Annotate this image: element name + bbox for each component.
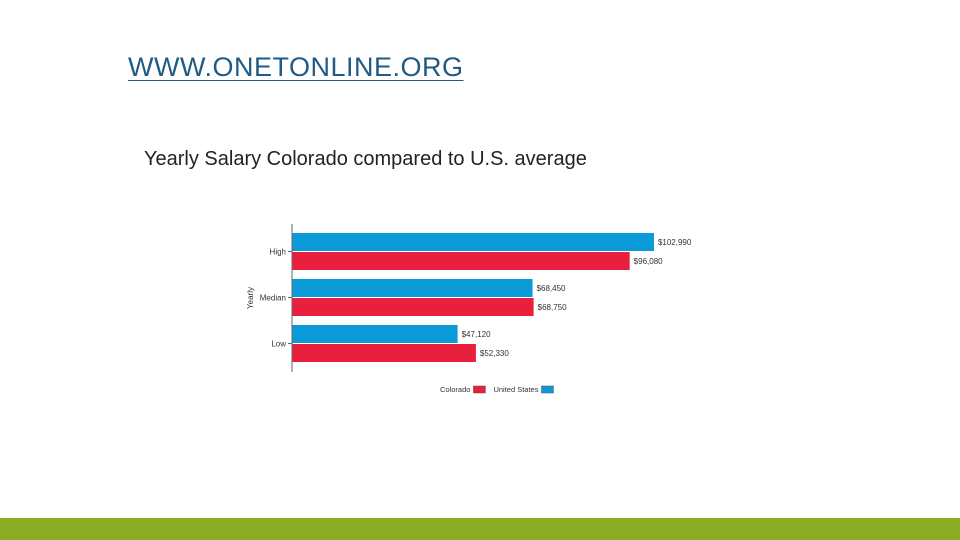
legend-label-colorado: Colorado [440, 385, 470, 394]
legend-swatch-united-states [541, 385, 554, 394]
bar-median-colorado [292, 298, 534, 316]
category-label-high: High [270, 248, 286, 257]
legend-label-united-states: United States [493, 385, 538, 394]
category-label-low: Low [271, 340, 286, 349]
data-label-low-colorado: $52,330 [480, 349, 509, 358]
data-label-high-united-states: $102,990 [658, 238, 692, 247]
legend-swatch-colorado [473, 385, 486, 394]
bar-low-united-states [292, 325, 458, 343]
data-label-median-united-states: $68,450 [537, 284, 566, 293]
category-label-median: Median [260, 294, 286, 303]
data-label-low-united-states: $47,120 [462, 330, 491, 339]
bar-high-united-states [292, 233, 654, 251]
slide-title[interactable]: WWW.ONETONLINE.ORG [128, 52, 464, 82]
data-label-high-colorado: $96,080 [634, 257, 663, 266]
bar-median-united-states [292, 279, 533, 297]
bar-high-colorado [292, 252, 630, 270]
data-label-median-colorado: $68,750 [538, 303, 567, 312]
bar-low-colorado [292, 344, 476, 362]
slide-subtitle: Yearly Salary Colorado compared to U.S. … [144, 148, 587, 170]
y-axis-title: Yearly [246, 287, 255, 309]
footer-bar [0, 518, 960, 540]
